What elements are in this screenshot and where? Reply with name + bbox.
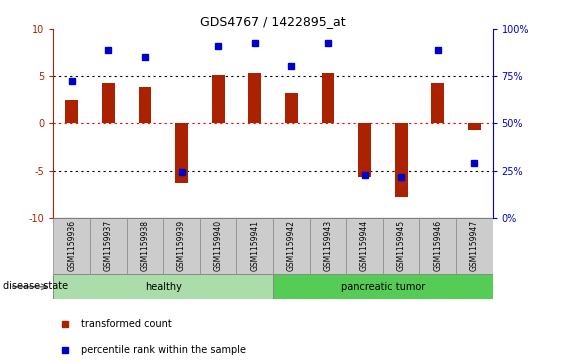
Text: GSM1159937: GSM1159937 <box>104 220 113 272</box>
Bar <box>200 218 236 274</box>
Bar <box>285 93 298 123</box>
Bar <box>212 75 225 123</box>
Bar <box>456 218 493 274</box>
Bar <box>53 218 90 274</box>
Bar <box>310 218 346 274</box>
Bar <box>431 83 444 123</box>
Text: GSM1159945: GSM1159945 <box>397 220 405 272</box>
Text: GSM1159942: GSM1159942 <box>287 220 296 272</box>
Bar <box>65 100 78 123</box>
Bar <box>358 123 371 177</box>
Bar <box>346 218 383 274</box>
Text: GSM1159944: GSM1159944 <box>360 220 369 272</box>
Text: transformed count: transformed count <box>81 318 171 329</box>
Bar <box>53 274 273 299</box>
Text: healthy: healthy <box>145 282 182 292</box>
Title: GDS4767 / 1422895_at: GDS4767 / 1422895_at <box>200 15 346 28</box>
Text: percentile rank within the sample: percentile rank within the sample <box>81 345 245 355</box>
Bar <box>138 87 151 123</box>
Text: pancreatic tumor: pancreatic tumor <box>341 282 425 292</box>
Bar <box>102 83 115 123</box>
Text: GSM1159946: GSM1159946 <box>434 220 442 272</box>
Bar <box>468 123 481 130</box>
Text: GSM1159936: GSM1159936 <box>68 220 76 272</box>
Bar <box>383 218 419 274</box>
Text: GSM1159940: GSM1159940 <box>214 220 222 272</box>
Bar <box>419 218 456 274</box>
Bar <box>90 218 127 274</box>
Bar <box>127 218 163 274</box>
Text: GSM1159939: GSM1159939 <box>177 220 186 272</box>
Text: GSM1159947: GSM1159947 <box>470 220 479 272</box>
Bar <box>248 73 261 123</box>
Bar <box>236 218 273 274</box>
Bar <box>321 73 334 123</box>
Bar <box>273 274 493 299</box>
Text: disease state: disease state <box>3 281 68 291</box>
Text: GSM1159941: GSM1159941 <box>251 220 259 272</box>
Bar <box>163 218 200 274</box>
Bar <box>273 218 310 274</box>
Bar <box>395 123 408 197</box>
Text: GSM1159938: GSM1159938 <box>141 220 149 272</box>
Bar <box>175 123 188 183</box>
Text: GSM1159943: GSM1159943 <box>324 220 332 272</box>
